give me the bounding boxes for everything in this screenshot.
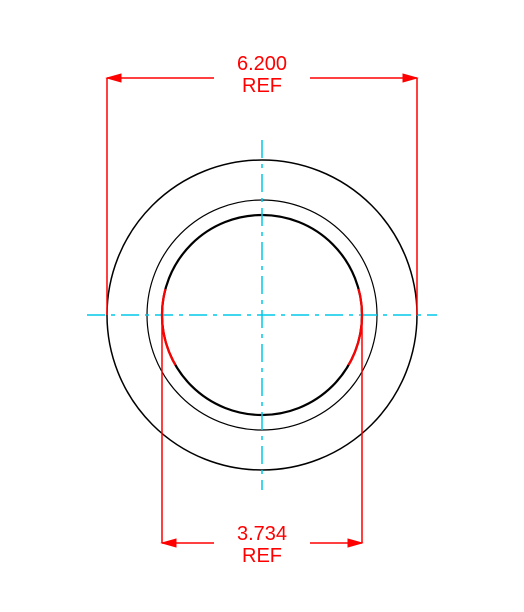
dimension-bottom-ref: REF	[242, 545, 282, 567]
inner-arc-left	[162, 289, 175, 365]
dimension-top-ref: REF	[242, 75, 282, 97]
dimension-arrowhead	[348, 539, 362, 547]
dimension-arrowhead	[162, 539, 176, 547]
dimension-bottom-value: 3.734	[237, 523, 287, 545]
inner-arc-right	[349, 289, 362, 365]
dimension-arrowhead	[107, 74, 121, 82]
dimension-top-value: 6.200	[237, 53, 287, 75]
dimension-arrowhead	[403, 74, 417, 82]
